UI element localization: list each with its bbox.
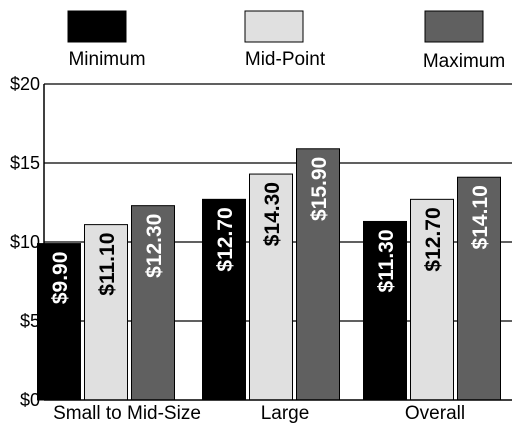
- data-label: $12.70: [422, 207, 445, 271]
- data-label: $11.10: [96, 233, 119, 296]
- legend: Minimum Mid-Point Maximum: [67, 10, 505, 72]
- bar-minimum-2: [202, 198, 246, 401]
- bar-minimum-3: [363, 220, 407, 401]
- y-tick-label: $15: [10, 153, 40, 173]
- x-tick-label: Large: [261, 403, 310, 423]
- y-tick-label: $0: [20, 390, 40, 410]
- x-tick-label: Small to Mid-Size: [53, 403, 201, 423]
- data-label: $14.10: [469, 185, 492, 249]
- axes: [43, 84, 512, 401]
- data-label: $14.30: [261, 182, 284, 246]
- data-label: $9.90: [49, 252, 72, 305]
- bar-mid-point-2: [249, 173, 293, 401]
- data-labels: $9.90 $11.10 $12.30 $12.70 $14.30 $15.90 $11.3…: [49, 157, 492, 304]
- bar-maximum-1: [131, 205, 175, 401]
- legend-label: Minimum: [68, 49, 145, 70]
- data-label: $15.90: [308, 157, 331, 221]
- y-tick-label: $20: [10, 74, 40, 94]
- y-tick-label: $10: [10, 232, 40, 252]
- bar-maximum-2: [296, 148, 340, 401]
- data-label: $12.70: [214, 207, 237, 271]
- bar-mid-point-3: [410, 198, 454, 401]
- y-tick-labels: $0 $5 $10 $15 $20: [10, 74, 40, 410]
- legend-label: Maximum: [423, 51, 505, 72]
- x-tick-labels: Small to Mid-Size Large Overall: [53, 403, 465, 423]
- legend-swatch: [67, 10, 127, 43]
- x-tick-label: Overall: [405, 403, 465, 423]
- data-label: $12.30: [143, 214, 166, 278]
- bars: [37, 148, 501, 401]
- legend-swatch: [244, 10, 304, 43]
- bar-maximum-3: [457, 176, 501, 401]
- legend-swatch: [424, 10, 484, 43]
- legend-label: Mid-Point: [245, 49, 326, 70]
- data-label: $11.30: [375, 229, 398, 292]
- y-tick-label: $5: [20, 311, 40, 331]
